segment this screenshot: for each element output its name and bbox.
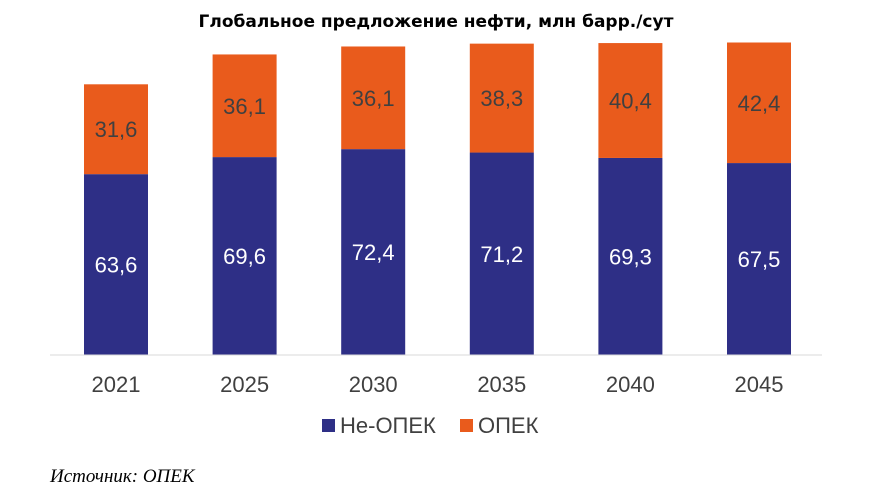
bar-non-opec-2040	[598, 157, 663, 355]
x-tick-label-2025: 2025	[220, 372, 269, 397]
bars-layer: 63,6 31,6 69,6 36,1 72,4 36,1 71,2 38,3 69,3 40,4…	[84, 42, 791, 355]
data-label-non-opec-2025: 69,6	[223, 244, 266, 269]
data-label-non-opec-2035: 71,2	[480, 242, 523, 267]
bar-non-opec-2021	[84, 174, 148, 355]
data-label-opec-2040: 40,4	[609, 89, 652, 114]
data-label-non-opec-2030: 72,4	[352, 240, 395, 265]
bar-non-opec-2025	[212, 157, 277, 355]
x-tick-label-2021: 2021	[92, 372, 141, 397]
data-label-opec-2021: 31,6	[95, 117, 138, 142]
bar-opec-2045	[727, 42, 791, 164]
chart-title: Глобальное предложение нефти, млн барр./…	[198, 12, 674, 32]
bar-opec-2030	[341, 46, 406, 150]
bar-opec-2040	[598, 43, 663, 158]
x-tick-labels: 2021 2025 2030 2035 2040 2045	[92, 372, 784, 397]
x-tick-label-2045: 2045	[735, 372, 784, 397]
data-label-opec-2030: 36,1	[352, 86, 395, 111]
legend: Не-ОПЕК ОПЕК	[322, 413, 539, 438]
legend-label-opec: ОПЕК	[478, 413, 539, 438]
data-label-non-opec-2021: 63,6	[95, 253, 138, 278]
data-label-non-opec-2040: 69,3	[609, 244, 652, 269]
bar-non-opec-2030	[341, 149, 406, 355]
bar-non-opec-2045	[727, 163, 791, 355]
bar-opec-2035	[469, 43, 534, 153]
bar-non-opec-2035	[469, 152, 534, 355]
data-label-opec-2035: 38,3	[480, 86, 523, 111]
data-label-opec-2025: 36,1	[223, 94, 266, 119]
data-label-opec-2045: 42,4	[738, 91, 781, 116]
bar-opec-2021	[84, 84, 148, 175]
bar-opec-2025	[212, 54, 277, 158]
legend-label-non-opec: Не-ОПЕК	[340, 413, 436, 438]
x-tick-label-2035: 2035	[477, 372, 526, 397]
source-note: Источник: ОПЕК	[50, 466, 195, 487]
x-tick-label-2040: 2040	[606, 372, 655, 397]
legend-swatch-opec	[460, 419, 473, 432]
x-tick-label-2030: 2030	[349, 372, 398, 397]
data-label-non-opec-2045: 67,5	[738, 247, 781, 272]
legend-swatch-non-opec	[322, 419, 335, 432]
